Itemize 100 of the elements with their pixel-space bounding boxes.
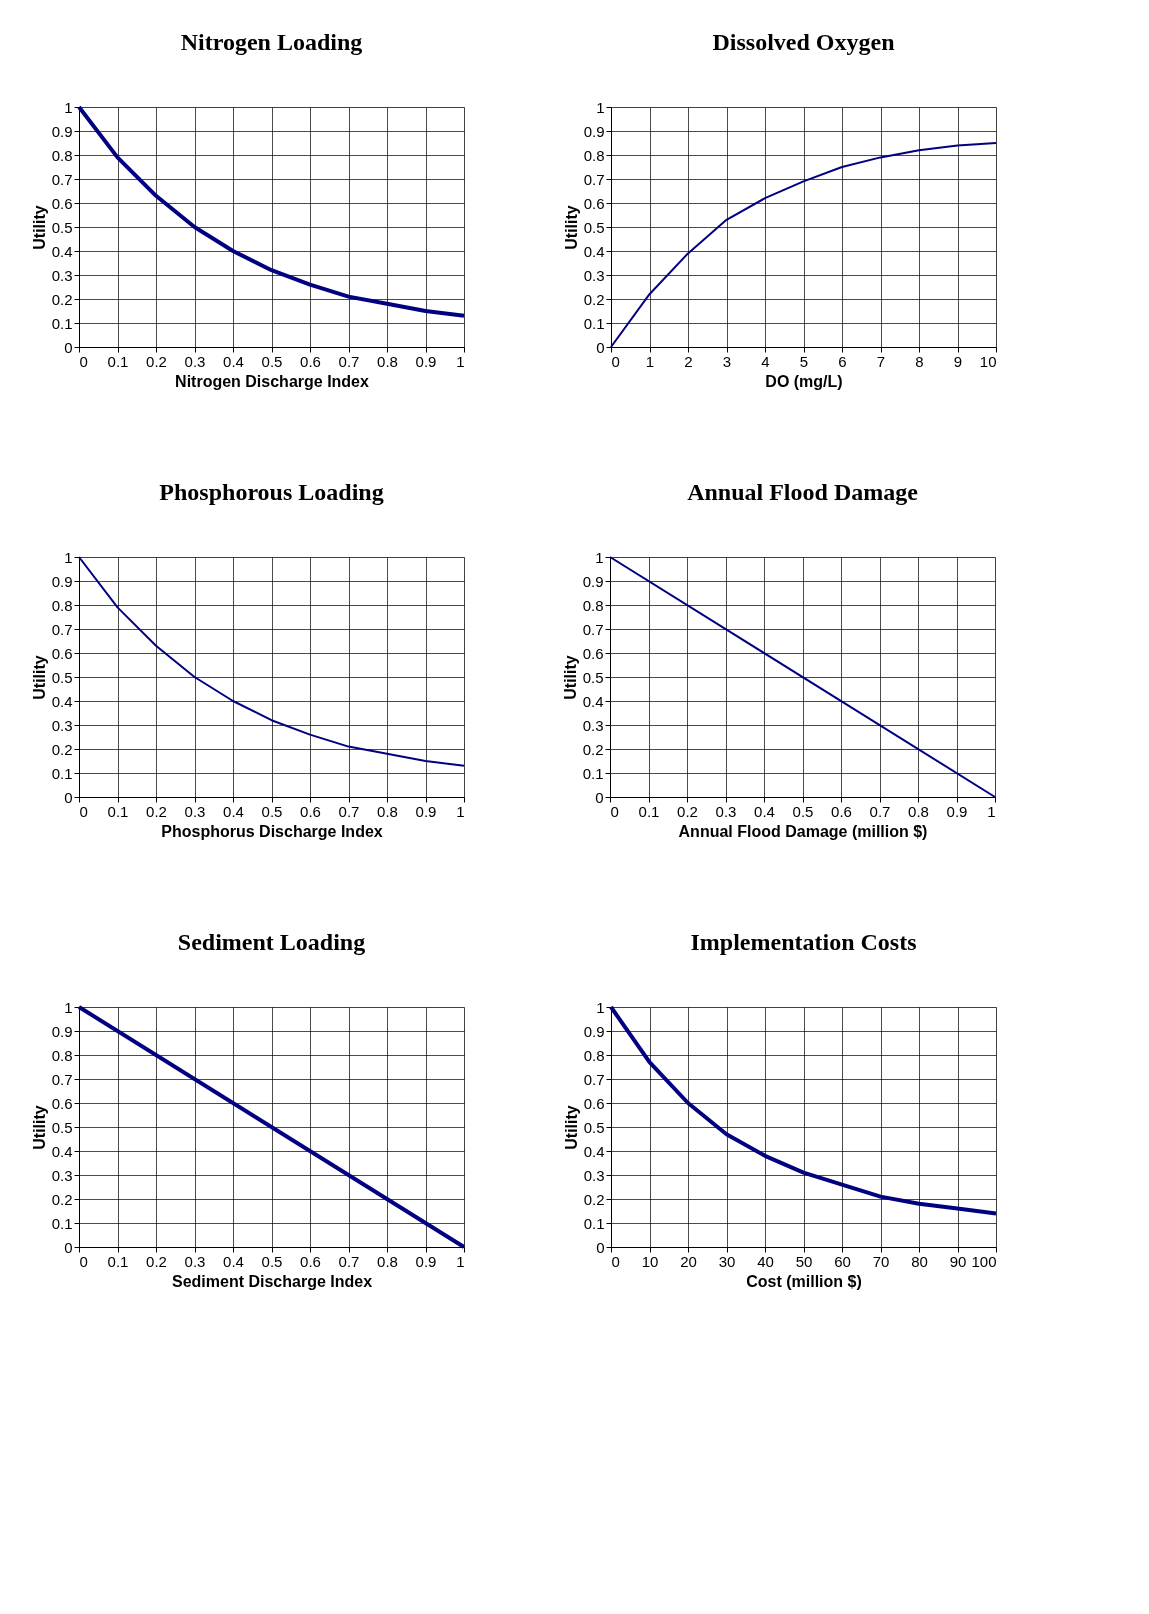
- x-tick-label: 0.2: [146, 1252, 167, 1270]
- x-tick-label: 0.8: [377, 802, 398, 820]
- x-tick-label: 40: [757, 1252, 774, 1270]
- y-tick-label: 0.2: [583, 290, 605, 308]
- x-tick-label: 0.7: [869, 802, 891, 820]
- y-tick-label: 0.3: [583, 266, 605, 284]
- y-tick-label: 0.3: [51, 266, 73, 284]
- x-tick-label: 10: [979, 352, 997, 370]
- y-tick-label: 0.8: [583, 146, 605, 164]
- y-tick-label: 0.4: [51, 1142, 73, 1160]
- x-tick-label: 0.2: [677, 802, 698, 820]
- x-tick-label: 0.4: [223, 802, 244, 820]
- y-tick-label: 0.8: [582, 596, 604, 614]
- y-tick-label: 0.1: [51, 314, 73, 332]
- x-tick-label: 0.3: [184, 802, 206, 820]
- x-tick-label: 0: [611, 352, 620, 370]
- y-tick-label: 0: [64, 338, 73, 356]
- x-tick-label: 1: [645, 352, 655, 370]
- chart-title: Dissolved Oxygen: [712, 29, 895, 55]
- x-tick-label: 50: [795, 1252, 813, 1270]
- y-tick-label: 0.7: [51, 620, 73, 638]
- x-tick-label: 0: [79, 802, 88, 820]
- y-tick-label: 0: [595, 788, 604, 806]
- x-tick-label: 0: [79, 352, 88, 370]
- x-tick-label: 0.3: [184, 352, 206, 370]
- x-tick-label: 0.8: [908, 802, 929, 820]
- x-tick-label: 0.8: [377, 352, 398, 370]
- y-tick-label: 0.4: [583, 1142, 605, 1160]
- x-tick-label: 0.4: [223, 1252, 244, 1270]
- x-axis-title: Annual Flood Damage (million $): [678, 822, 928, 840]
- y-tick-label: 0.6: [582, 644, 604, 662]
- y-tick-label: 0.3: [51, 716, 73, 734]
- x-tick-label: 1: [456, 1252, 465, 1270]
- y-tick-label: 0.9: [51, 1022, 73, 1040]
- y-axis-title: Utility: [30, 655, 48, 700]
- y-tick-label: 0.7: [582, 620, 604, 638]
- y-tick-label: 0.2: [51, 1190, 73, 1208]
- x-tick-label: 0.7: [338, 352, 360, 370]
- x-tick-label: 30: [718, 1252, 736, 1270]
- y-tick-label: 0.4: [583, 242, 605, 260]
- y-tick-label: 0.4: [582, 692, 604, 710]
- y-tick-label: 1: [64, 98, 73, 116]
- y-tick-label: 0.1: [582, 764, 604, 782]
- x-tick-label: 90: [949, 1252, 967, 1270]
- x-tick-label: 8: [915, 352, 924, 370]
- x-axis-title: Nitrogen Discharge Index: [175, 372, 370, 390]
- chart-title: Sediment Loading: [177, 929, 366, 955]
- chart-title: Phosphorous Loading: [159, 479, 384, 505]
- x-tick-label: 0.8: [377, 1252, 398, 1270]
- x-tick-label: 0: [79, 1252, 88, 1270]
- y-tick-label: 0.8: [51, 596, 73, 614]
- y-tick-label: 0.5: [51, 218, 73, 236]
- y-tick-label: 0: [596, 338, 605, 356]
- y-tick-label: 0.9: [583, 1022, 605, 1040]
- y-tick-label: 0.5: [583, 1118, 605, 1136]
- y-tick-label: 0.5: [583, 218, 605, 236]
- y-tick-label: 0: [64, 1238, 73, 1256]
- y-tick-label: 0.6: [583, 1094, 605, 1112]
- y-tick-label: 0.8: [51, 1046, 73, 1064]
- x-tick-label: 7: [876, 352, 886, 370]
- y-tick-label: 0.7: [583, 1070, 605, 1088]
- y-tick-label: 0.6: [583, 194, 605, 212]
- y-tick-label: 0.1: [583, 1214, 605, 1232]
- y-tick-label: 1: [595, 548, 604, 566]
- y-tick-label: 0.2: [583, 1190, 605, 1208]
- y-tick-label: 0.1: [51, 764, 73, 782]
- x-tick-label: 0.4: [223, 352, 244, 370]
- y-tick-label: 0.9: [51, 572, 73, 590]
- y-tick-label: 0.5: [51, 1118, 73, 1136]
- x-tick-label: 0: [611, 1252, 620, 1270]
- x-tick-label: 0.9: [415, 352, 437, 370]
- x-tick-label: 0.5: [261, 802, 283, 820]
- x-tick-label: 60: [834, 1252, 851, 1270]
- x-tick-label: 70: [872, 1252, 890, 1270]
- y-tick-label: 0.4: [51, 242, 73, 260]
- y-tick-label: 1: [596, 998, 605, 1016]
- x-tick-label: 0.1: [638, 802, 660, 820]
- y-tick-label: 0.2: [51, 290, 73, 308]
- x-tick-label: 0.4: [754, 802, 775, 820]
- x-tick-label: 0.7: [338, 802, 360, 820]
- chart-title: Annual Flood Damage: [687, 479, 919, 505]
- y-tick-label: 0.3: [582, 716, 604, 734]
- x-tick-label: 0.5: [261, 1252, 283, 1270]
- y-tick-label: 1: [64, 548, 73, 566]
- y-tick-label: 0.8: [51, 146, 73, 164]
- x-tick-label: 1: [456, 352, 465, 370]
- x-tick-label: 0.1: [107, 1252, 129, 1270]
- x-axis-title: DO (mg/L): [765, 372, 843, 390]
- y-tick-label: 0.6: [51, 1094, 73, 1112]
- x-tick-label: 0.5: [261, 352, 283, 370]
- y-tick-label: 1: [596, 98, 605, 116]
- y-tick-label: 0.9: [582, 572, 604, 590]
- y-tick-label: 0: [64, 788, 73, 806]
- x-axis-title: Phosphorus Discharge Index: [161, 822, 383, 840]
- y-tick-label: 0.5: [582, 668, 604, 686]
- x-axis-title: Cost (million $): [746, 1272, 862, 1290]
- x-tick-label: 0: [610, 802, 619, 820]
- y-tick-label: 0.9: [51, 122, 73, 140]
- x-tick-label: 2: [684, 352, 693, 370]
- y-axis-title: Utility: [561, 655, 579, 700]
